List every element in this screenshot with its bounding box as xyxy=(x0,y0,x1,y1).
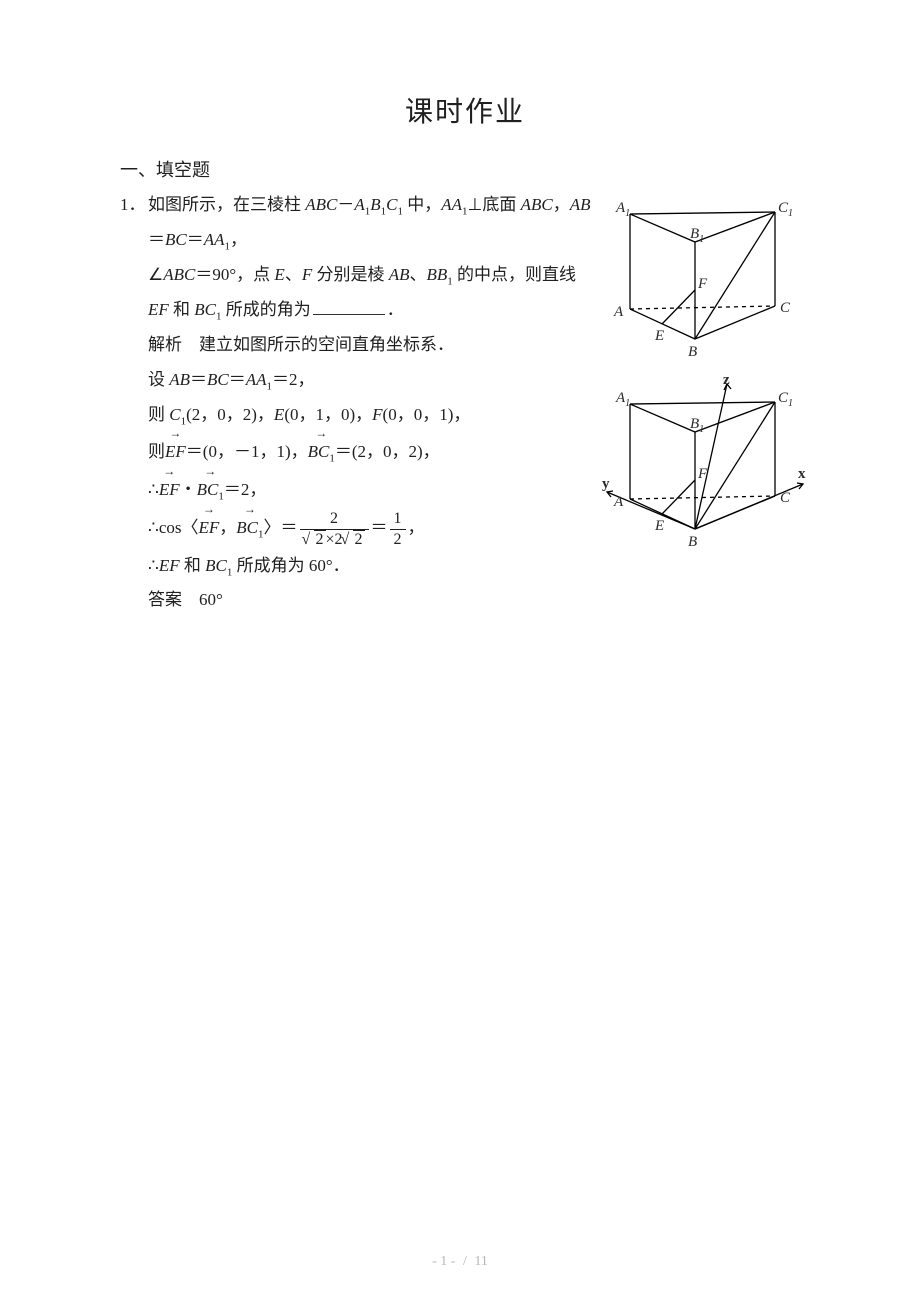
svg-text:F: F xyxy=(697,276,708,292)
svg-text:C1: C1 xyxy=(778,390,793,409)
section-heading: 一、填空题 xyxy=(120,156,810,182)
svg-text:C: C xyxy=(780,300,791,316)
svg-text:B1: B1 xyxy=(690,226,704,245)
svg-text:E: E xyxy=(654,328,664,344)
svg-text:A1: A1 xyxy=(615,390,630,409)
prism-figure-1: A1 B1 C1 A B C E F xyxy=(600,194,800,364)
svg-text:C1: C1 xyxy=(778,200,793,219)
svg-text:B: B xyxy=(688,344,697,360)
answer-line: 答案 60° xyxy=(120,583,592,618)
svg-text:F: F xyxy=(697,466,708,482)
svg-text:A: A xyxy=(613,304,624,320)
svg-text:z: z xyxy=(723,374,730,388)
question-text: 1．如图所示，在三棱柱 ABC－A1B1C1 中，AA1⊥底面 ABC，AB ＝… xyxy=(120,188,592,618)
svg-text:y: y xyxy=(602,476,610,492)
svg-text:A1: A1 xyxy=(615,200,630,219)
svg-text:B1: B1 xyxy=(690,416,704,435)
page-title: 课时作业 xyxy=(120,90,810,130)
svg-text:B: B xyxy=(688,534,697,550)
page-footer: - 1 - / 11 xyxy=(0,1254,920,1270)
svg-text:E: E xyxy=(654,518,664,534)
question-number: 1． xyxy=(120,188,148,223)
fill-blank[interactable] xyxy=(313,300,385,315)
svg-text:x: x xyxy=(798,466,806,482)
solution-heading: 解析 建立如图所示的空间直角坐标系． xyxy=(120,328,592,363)
prism-figure-2: A1 B1 C1 A B C E F z x y xyxy=(600,374,810,554)
svg-text:A: A xyxy=(613,494,624,510)
svg-text:C: C xyxy=(780,490,791,506)
